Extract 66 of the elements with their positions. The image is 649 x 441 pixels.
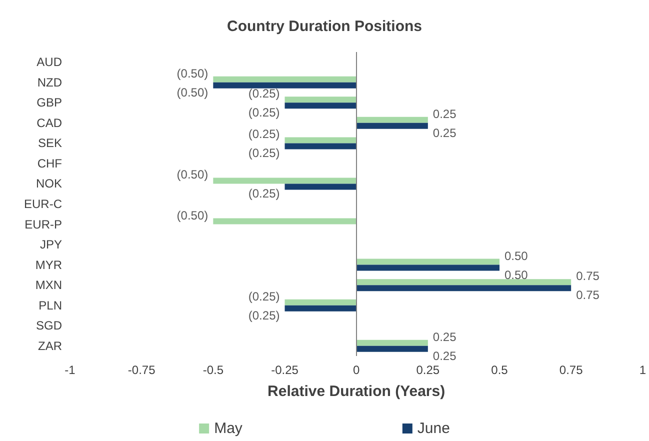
bar <box>356 340 428 346</box>
bar <box>213 82 356 88</box>
y-tick-label: ZAR <box>38 338 62 353</box>
y-tick-label: AUD <box>36 55 62 70</box>
y-tick-label: SEK <box>38 136 62 150</box>
bar <box>356 258 500 265</box>
bar <box>356 346 428 352</box>
x-tick-label: 0.5 <box>491 363 508 377</box>
data-label: (0.25) <box>248 86 280 101</box>
y-tick-label: EUR-P <box>24 217 62 232</box>
y-tick-label: PLN <box>38 298 62 312</box>
bar <box>356 116 428 123</box>
bar <box>284 184 356 190</box>
data-label: (0.50) <box>176 66 208 80</box>
data-label: (0.25) <box>248 106 280 120</box>
legend-label: May <box>214 420 243 437</box>
y-tick-label: SGD <box>36 318 62 333</box>
data-label: 0.75 <box>576 288 600 302</box>
bar <box>213 76 356 82</box>
y-tick-label: JPY <box>40 238 62 252</box>
data-label: (0.25) <box>248 127 280 142</box>
data-label: (0.25) <box>248 186 280 201</box>
bar <box>356 279 572 286</box>
y-tick-label: MYR <box>35 258 62 272</box>
x-tick-label: -1 <box>64 363 76 377</box>
bar <box>284 305 356 312</box>
y-tick-label: NZD <box>37 75 62 90</box>
data-label: (0.25) <box>248 308 280 322</box>
bar <box>213 178 356 184</box>
y-tick-label: CHF <box>37 156 62 170</box>
bar <box>356 264 500 271</box>
data-label: 0.50 <box>504 248 528 263</box>
x-tick-label: -0.5 <box>202 363 224 377</box>
data-label: (0.50) <box>176 208 208 222</box>
bar <box>284 137 356 144</box>
bar <box>356 285 572 292</box>
y-tick-label: EUR-C <box>24 197 62 211</box>
data-label: (0.25) <box>248 146 280 160</box>
x-tick-label: 1 <box>639 363 646 377</box>
bar <box>284 96 356 103</box>
data-label: 0.25 <box>432 126 457 140</box>
data-label: (0.25) <box>248 289 280 304</box>
bar <box>284 102 356 109</box>
data-label: 0.50 <box>504 268 528 282</box>
y-tick-label: NOK <box>36 176 62 191</box>
data-label: (0.50) <box>176 168 208 182</box>
y-tick-label: GBP <box>36 96 62 110</box>
chart-title: Country Duration Positions <box>227 18 422 35</box>
x-tick-label: -0.75 <box>128 363 156 377</box>
x-tick-label: 0.75 <box>559 363 584 377</box>
bar <box>356 122 428 129</box>
bar <box>284 143 356 150</box>
data-label: 0.25 <box>432 348 457 363</box>
bar <box>284 299 356 306</box>
legend-label: June <box>417 420 450 437</box>
x-axis-title: Relative Duration (Years) <box>268 383 446 400</box>
bar <box>213 218 356 224</box>
data-label: 0.25 <box>432 330 457 344</box>
x-tick-label: 0 <box>352 363 360 377</box>
x-tick-label: -0.25 <box>271 363 299 377</box>
y-tick-label: CAD <box>36 116 62 130</box>
y-tick-label: MXN <box>35 278 62 292</box>
data-label: (0.50) <box>176 85 208 100</box>
x-tick-label: 0.25 <box>416 363 440 377</box>
data-label: 0.25 <box>432 106 457 121</box>
data-label: 0.75 <box>576 269 600 284</box>
